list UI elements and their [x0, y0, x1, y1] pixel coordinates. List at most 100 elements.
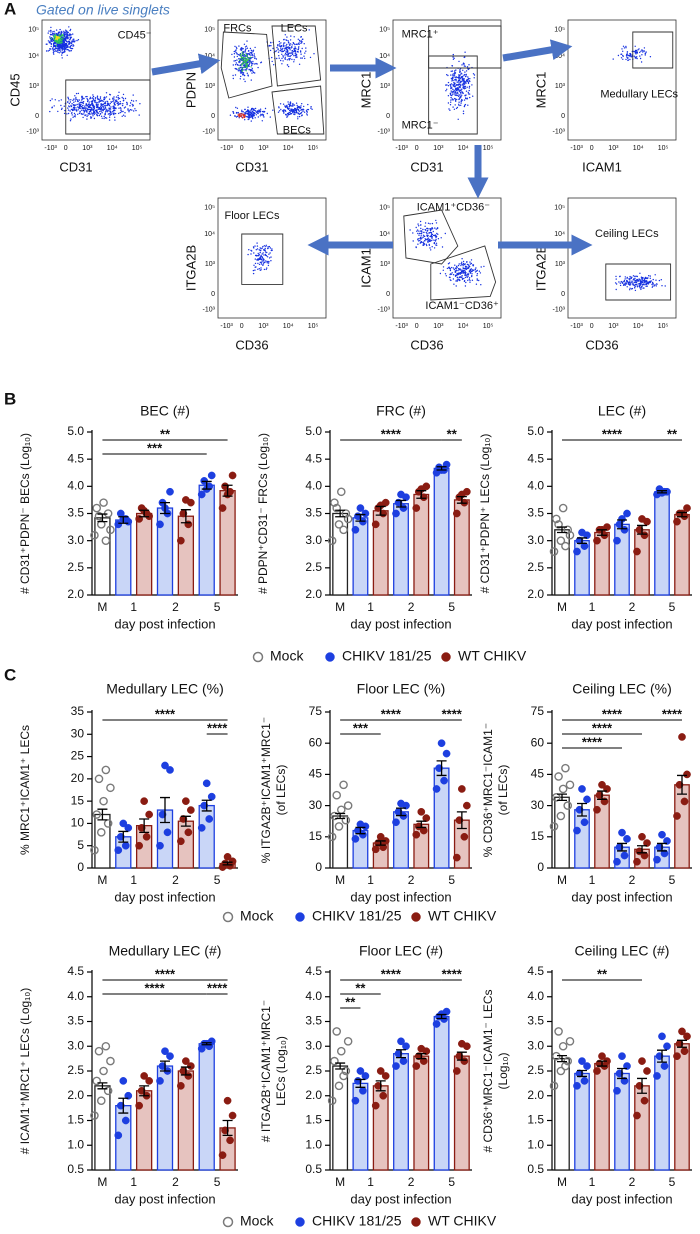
event-dot — [435, 234, 437, 236]
error-bar — [416, 1053, 427, 1060]
error-bar — [436, 760, 447, 777]
event-dot — [632, 275, 635, 277]
event-dot — [625, 282, 628, 284]
event-dot — [473, 269, 475, 272]
data-point — [620, 1077, 629, 1085]
event-dot — [50, 45, 52, 48]
event-dot — [664, 285, 666, 287]
flow-x-tick: 10⁵ — [308, 323, 319, 330]
event-dot — [463, 263, 466, 266]
data-point — [392, 509, 400, 518]
event-dot — [240, 55, 243, 57]
event-dot — [468, 265, 471, 268]
event-dot — [113, 96, 115, 98]
event-dot — [466, 97, 469, 100]
data-point — [392, 1062, 400, 1070]
event-dot — [287, 47, 290, 49]
y-tick-label: 2.0 — [527, 587, 544, 601]
flow-x-tick: 10⁴ — [107, 145, 118, 152]
event-dot — [263, 268, 266, 271]
event-dot — [119, 103, 121, 105]
event-dot — [67, 45, 69, 47]
event-dot — [417, 239, 419, 241]
event-dot — [450, 83, 453, 85]
event-dot — [72, 106, 75, 109]
data-point — [549, 822, 559, 831]
data-point — [140, 1072, 148, 1080]
event-dot — [78, 112, 81, 115]
event-dot — [233, 60, 235, 62]
event-dot — [292, 105, 294, 107]
flow-y-tick: 10³ — [205, 261, 216, 268]
data-point — [182, 797, 190, 805]
event-dot — [265, 255, 268, 257]
event-dot — [129, 102, 132, 104]
event-dot — [102, 108, 105, 110]
event-dot — [54, 37, 56, 39]
event-dot — [89, 98, 91, 100]
event-dot — [252, 62, 254, 64]
data-point — [463, 801, 471, 810]
event-dot — [643, 279, 646, 282]
event-dot — [59, 39, 61, 42]
event-dot — [53, 105, 55, 107]
x-tick-label: 1 — [589, 873, 596, 887]
event-dot — [121, 115, 123, 118]
event-dot — [281, 45, 283, 47]
event-dot — [263, 261, 265, 264]
event-dot — [313, 53, 315, 55]
event-dot — [306, 113, 308, 115]
error-bar — [222, 1119, 233, 1136]
event-dot — [277, 111, 280, 113]
event-dot — [61, 46, 63, 48]
event-dot — [302, 110, 304, 113]
data-point — [94, 774, 104, 784]
event-dot — [629, 283, 631, 285]
data-point — [640, 851, 649, 860]
event-dot — [629, 275, 631, 278]
y-tick-label: 3.5 — [527, 1014, 544, 1028]
significance-label: **** — [381, 426, 402, 441]
event-dot — [113, 107, 116, 110]
event-dot — [633, 55, 635, 57]
data-point — [371, 520, 380, 529]
event-dot — [625, 47, 627, 49]
y-axis-label: % CD36⁺MRC1⁻ICAM1⁻ — [481, 723, 495, 857]
event-dot — [238, 61, 240, 63]
event-dot — [122, 103, 124, 105]
panel-label: A — [4, 0, 16, 18]
event-dot — [655, 279, 657, 281]
error-bar — [396, 499, 406, 508]
event-dot — [124, 112, 126, 114]
event-dot — [462, 69, 464, 72]
event-dot — [289, 55, 291, 57]
error-bar — [97, 808, 108, 821]
event-dot — [109, 114, 111, 117]
y-tick-label: 2.0 — [67, 587, 84, 601]
flow-x-tick: 10⁴ — [283, 323, 294, 330]
event-dot — [445, 90, 447, 92]
event-dot — [282, 110, 285, 113]
data-point — [90, 845, 99, 855]
error-bar — [375, 1080, 386, 1092]
event-dot — [109, 113, 112, 115]
event-dot — [114, 101, 116, 103]
event-dot — [633, 50, 635, 53]
event-dot — [460, 264, 462, 267]
event-dot — [249, 62, 251, 64]
event-dot — [447, 74, 449, 77]
data-point — [633, 547, 641, 556]
event-dot — [456, 81, 458, 84]
event-dot — [445, 84, 447, 86]
x-tick-label: M — [97, 600, 107, 614]
event-dot — [238, 69, 240, 71]
event-dot — [86, 109, 88, 112]
x-tick-label: M — [335, 873, 345, 887]
legend-label: CHIKV 181/25 — [342, 648, 432, 664]
error-bar — [201, 799, 212, 812]
event-dot — [112, 110, 115, 112]
event-dot — [290, 47, 292, 49]
data-point — [397, 490, 405, 499]
event-dot — [287, 113, 290, 115]
y-axis-label: # CD31⁺PDPN⁺ LECs (Log₁₀) — [478, 434, 492, 594]
